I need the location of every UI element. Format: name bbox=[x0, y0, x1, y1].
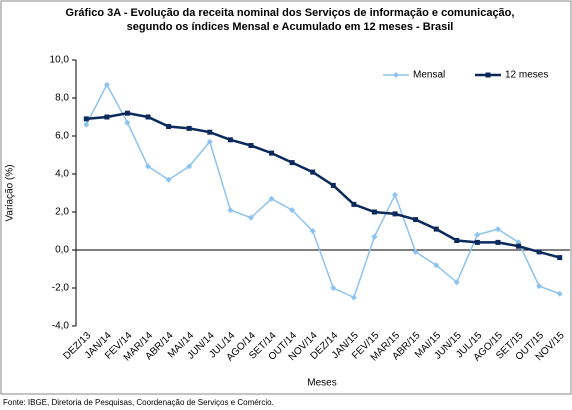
marker bbox=[165, 176, 172, 183]
y-axis-label: Variação (%) bbox=[5, 164, 16, 221]
marker bbox=[248, 143, 254, 148]
marker bbox=[206, 138, 213, 145]
marker bbox=[556, 290, 563, 297]
legend-marker bbox=[393, 72, 399, 78]
marker bbox=[536, 283, 543, 290]
marker bbox=[207, 129, 213, 135]
marker bbox=[330, 285, 337, 291]
marker bbox=[124, 110, 130, 116]
marker bbox=[309, 228, 316, 234]
chart-title: segundo os índices Mensal e Acumulado em… bbox=[127, 21, 454, 33]
x-axis-label: Meses bbox=[307, 378, 336, 389]
y-tick-label: 8,0 bbox=[55, 93, 69, 104]
marker bbox=[145, 114, 151, 120]
legend-label: 12 meses bbox=[505, 70, 548, 81]
marker bbox=[413, 217, 419, 223]
y-tick-label: -2,0 bbox=[52, 283, 70, 294]
marker bbox=[330, 182, 336, 188]
marker bbox=[289, 160, 295, 166]
series-line bbox=[85, 83, 560, 299]
marker bbox=[145, 163, 152, 170]
marker bbox=[495, 239, 501, 245]
marker bbox=[268, 195, 275, 202]
y-tick-label: 10,0 bbox=[50, 55, 70, 66]
legend-marker bbox=[485, 72, 491, 78]
marker bbox=[227, 207, 234, 214]
chart-border bbox=[0, 0, 572, 395]
marker bbox=[247, 214, 254, 221]
marker bbox=[516, 243, 522, 249]
marker bbox=[124, 119, 131, 126]
marker bbox=[351, 201, 357, 207]
marker bbox=[371, 209, 377, 215]
marker bbox=[392, 191, 399, 198]
marker bbox=[412, 248, 419, 255]
marker bbox=[494, 226, 501, 233]
chart-title: Gráfico 3A - Evolução da receita nominal… bbox=[66, 7, 515, 19]
y-tick-label: 4,0 bbox=[55, 169, 69, 180]
y-tick-label: 2,0 bbox=[55, 207, 69, 218]
marker bbox=[557, 255, 563, 261]
marker bbox=[166, 124, 172, 129]
marker bbox=[474, 239, 480, 245]
marker bbox=[289, 207, 296, 214]
marker bbox=[83, 116, 89, 122]
marker bbox=[433, 262, 440, 269]
marker bbox=[392, 211, 398, 217]
marker bbox=[371, 233, 378, 240]
marker bbox=[103, 81, 110, 88]
y-tick-label: -4,0 bbox=[52, 321, 70, 332]
source: Fonte: IBGE, Diretoria de Pesquisas, Coo… bbox=[3, 398, 274, 407]
marker bbox=[350, 294, 357, 301]
legend-label: Mensal bbox=[413, 70, 445, 81]
marker bbox=[453, 279, 460, 286]
y-tick-label: 0,0 bbox=[55, 245, 69, 256]
y-tick-label: 6,0 bbox=[55, 131, 69, 142]
marker bbox=[186, 125, 192, 131]
marker bbox=[269, 150, 275, 156]
marker bbox=[454, 238, 460, 243]
marker bbox=[536, 249, 542, 255]
marker bbox=[433, 226, 439, 232]
series-line bbox=[86, 111, 561, 259]
marker bbox=[227, 137, 233, 143]
marker bbox=[104, 114, 110, 120]
marker bbox=[186, 163, 193, 170]
marker bbox=[310, 169, 316, 175]
marker bbox=[83, 121, 90, 128]
marker bbox=[474, 231, 481, 238]
